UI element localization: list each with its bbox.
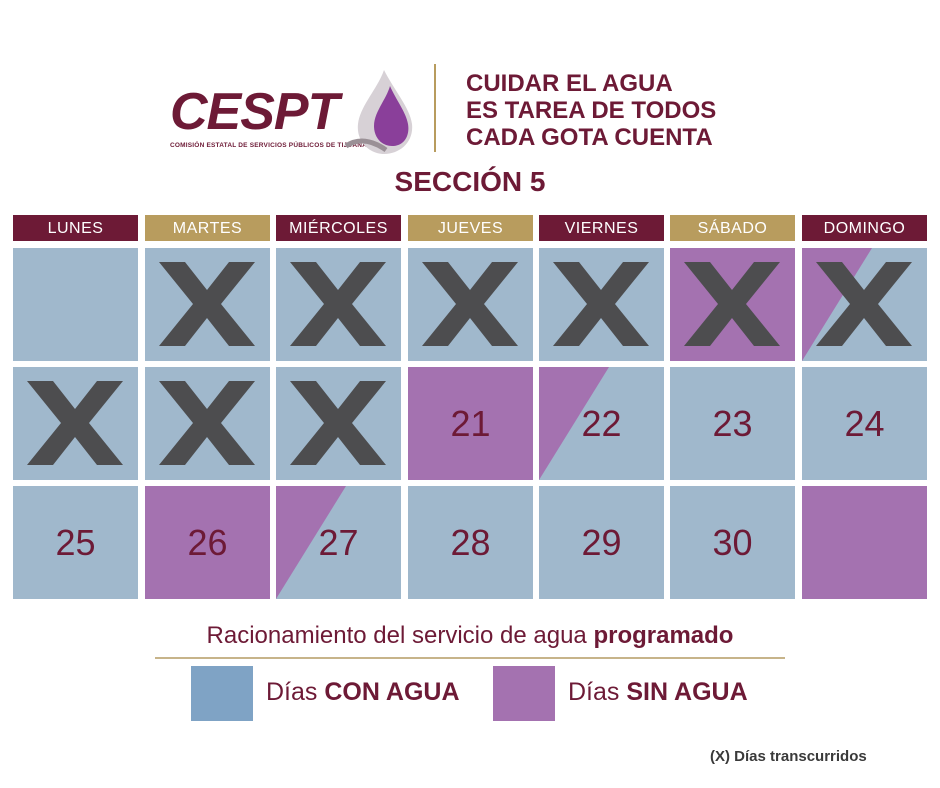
elapsed-x-icon (553, 262, 649, 346)
footnote-elapsed-days: (X) Días transcurridos (710, 748, 867, 765)
day-number: 27 (318, 522, 359, 563)
calendar-cell: 22 (539, 367, 664, 480)
day-number: 24 (844, 403, 885, 444)
day-number: 21 (450, 403, 491, 444)
water-drop-icon (344, 70, 413, 154)
weekday-header-martes: MARTES (145, 215, 270, 241)
slogan-line-2: ES TAREA DE TODOS (466, 97, 717, 124)
legend-caption: Racionamiento del servicio de agua progr… (0, 622, 940, 650)
legend-sin-bold: SIN AGUA (626, 678, 748, 706)
elapsed-x-icon (290, 262, 386, 346)
header-divider (434, 64, 436, 152)
day-number: 25 (55, 522, 96, 563)
legend-divider (155, 657, 785, 659)
calendar-cell: 23 (670, 367, 795, 480)
weekday-header-miercoles: MIÉRCOLES (276, 215, 401, 241)
section-title: SECCIÓN 5 (394, 166, 546, 197)
legend-con-bold: CON AGUA (324, 678, 460, 706)
day-number: 30 (712, 522, 753, 563)
legend-swatch-con-agua (191, 666, 253, 721)
calendar-cell (670, 248, 795, 361)
legend-label-con-agua: Días CON AGUA (266, 678, 460, 707)
calendar-cell: 24 (802, 367, 927, 480)
calendar-cell (276, 367, 401, 480)
day-number: 22 (581, 403, 622, 444)
legend-label-sin-agua: Días SIN AGUA (568, 678, 748, 707)
calendar-cell: 27 (276, 486, 401, 599)
day-number: 23 (712, 403, 753, 444)
calendar-cell: 29 (539, 486, 664, 599)
elapsed-x-icon (159, 381, 255, 465)
legend-swatch-sin-agua (493, 666, 555, 721)
logo-subtitle: COMISIÓN ESTATAL DE SERVICIOS PÚBLICOS D… (170, 142, 367, 149)
slogan-line-3: CADA GOTA CUENTA (466, 124, 713, 151)
day-number: 26 (187, 522, 228, 563)
calendar-cell: 21 (408, 367, 533, 480)
calendar-cell: 30 (670, 486, 795, 599)
logo-wordmark: CESPT (170, 83, 339, 141)
weekday-header-jueves: JUEVES (408, 215, 533, 241)
calendar-cell (802, 486, 927, 599)
legend-caption-bold: programado (593, 622, 734, 649)
diagonal-split-shape (276, 486, 346, 599)
elapsed-x-icon (27, 381, 123, 465)
elapsed-x-icon (816, 262, 912, 346)
elapsed-x-icon (290, 381, 386, 465)
diagonal-split-shape (802, 248, 872, 361)
calendar-cell: 28 (408, 486, 533, 599)
weekday-header-sabado: SÁBADO (670, 215, 795, 241)
calendar-cell (13, 248, 138, 361)
elapsed-x-icon (159, 262, 255, 346)
day-number: 28 (450, 522, 491, 563)
elapsed-x-icon (684, 262, 780, 346)
weekday-header-domingo: DOMINGO (802, 215, 927, 241)
day-number: 29 (581, 522, 622, 563)
legend-con-prefix: Días (266, 678, 325, 706)
calendar-cell: 25 (13, 486, 138, 599)
elapsed-x-icon (422, 262, 518, 346)
weekday-header-lunes: LUNES (13, 215, 138, 241)
calendar-cell (539, 248, 664, 361)
slogan-line-1: CUIDAR EL AGUA (466, 70, 673, 97)
legend-sin-prefix: Días (568, 678, 627, 706)
calendar-cell (408, 248, 533, 361)
calendar-cell (802, 248, 927, 361)
diagonal-split-shape (539, 367, 609, 480)
calendar-cell: 26 (145, 486, 270, 599)
weekday-header-viernes: VIERNES (539, 215, 664, 241)
calendar-cell (145, 248, 270, 361)
legend-caption-text: Racionamiento del servicio de agua (206, 622, 594, 649)
calendar-cell (13, 367, 138, 480)
calendar-cell (276, 248, 401, 361)
calendar-cell (145, 367, 270, 480)
